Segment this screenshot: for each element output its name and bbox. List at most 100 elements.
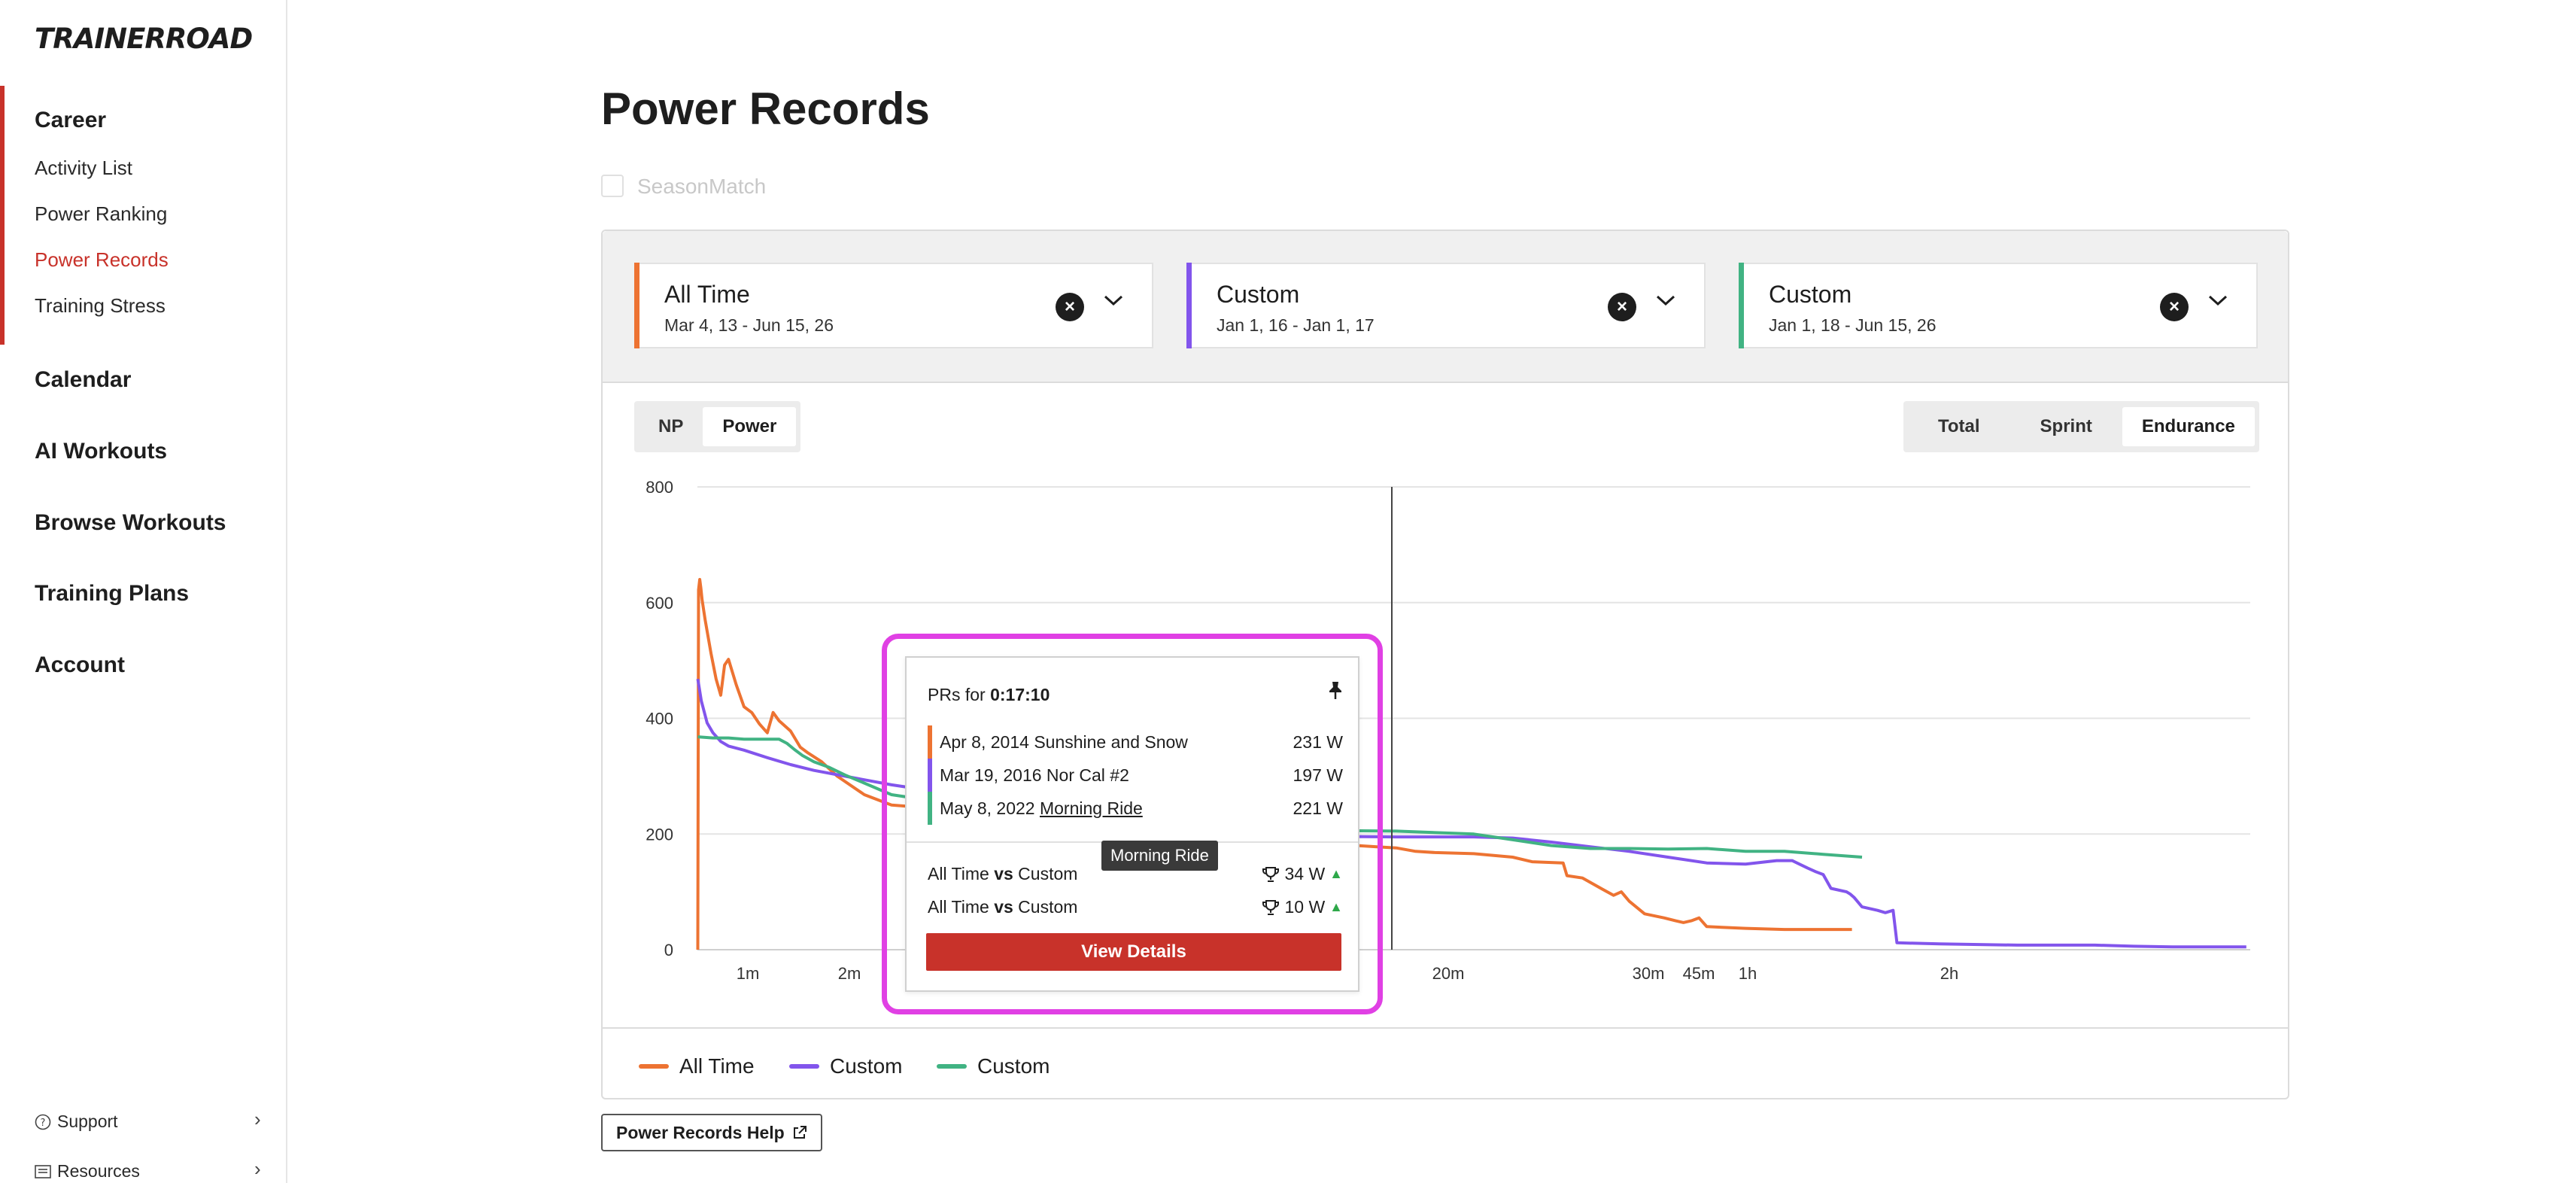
chevron-down-icon[interactable] [1104, 287, 1123, 312]
support-label: Support [57, 1112, 118, 1131]
nav-activity-list[interactable]: Activity List [35, 157, 133, 179]
legend-item-all-time[interactable]: All Time [639, 1054, 755, 1078]
clear-icon[interactable]: × [1056, 293, 1084, 321]
delta-value: 10 W [1284, 897, 1326, 917]
pr-color-bar [928, 792, 932, 825]
nav-browse-workouts[interactable]: Browse Workouts [35, 510, 226, 535]
nav-calendar[interactable]: Calendar [35, 367, 132, 392]
help-button-label: Power Records Help [616, 1123, 785, 1142]
view-details-button[interactable]: View Details [926, 933, 1341, 971]
y-tick-label: 200 [646, 825, 673, 844]
type-toggle: Total Sprint Endurance [1903, 401, 2259, 452]
toggle-power[interactable]: Power [703, 407, 797, 446]
pr-color-bar [928, 725, 932, 759]
range-selector-custom-2[interactable]: Custom Jan 1, 18 - Jun 15, 26 × [1739, 263, 2258, 348]
pr-row: Apr 8, 2014 Sunshine and Snow 231 W [928, 725, 1343, 759]
resources-chevron-icon[interactable]: › [254, 1157, 261, 1180]
power-records-help-button[interactable]: Power Records Help [601, 1114, 822, 1151]
tooltip-header: PRs for 0:17:10 [928, 685, 1050, 705]
legend-item-custom-1[interactable]: Custom [789, 1054, 902, 1078]
x-tick-label: 2m [838, 964, 861, 983]
y-tick-label: 600 [646, 594, 673, 613]
clear-icon[interactable]: × [2160, 293, 2189, 321]
toggle-endurance[interactable]: Endurance [2122, 407, 2255, 446]
range-dates: Mar 4, 13 - Jun 15, 26 [664, 315, 834, 335]
y-tick-label: 400 [646, 710, 673, 728]
pr-row: May 8, 2022 Morning Ride 221 W [928, 792, 1343, 825]
trainerroad-logo[interactable]: TRAINERROAD [35, 23, 253, 55]
nav-training-stress[interactable]: Training Stress [35, 294, 166, 317]
trophy-icon [1262, 899, 1280, 915]
chevron-down-icon[interactable] [2208, 287, 2228, 312]
sidebar: TRAINERROAD Career Activity List Power R… [0, 0, 287, 1183]
range-dates: Jan 1, 18 - Jun 15, 26 [1769, 315, 1937, 335]
comparison-vs: vs [994, 897, 1013, 917]
svg-text:?: ? [41, 1118, 46, 1129]
nav-account[interactable]: Account [35, 652, 125, 677]
legend-label: Custom [830, 1054, 903, 1078]
pr-date: Apr 8, 2014 [940, 732, 1029, 752]
pr-date: Mar 19, 2016 [940, 765, 1042, 785]
career-active-indicator [0, 86, 5, 345]
seasonmatch-label: SeasonMatch [637, 175, 767, 198]
question-circle-icon: ? [35, 1114, 51, 1130]
pr-workout-name: Nor Cal #2 [1046, 765, 1129, 785]
pr-value: 231 W [1293, 732, 1343, 752]
nav-power-ranking[interactable]: Power Ranking [35, 202, 168, 225]
pr-workout-link[interactable]: Morning Ride [1039, 798, 1143, 818]
legend-item-custom-2[interactable]: Custom [937, 1054, 1050, 1078]
power-curve-chart[interactable]: 0 200 400 600 800 1m 2m 20m 30m 45m 1h 2h [603, 231, 2288, 1029]
nav-support[interactable]: ? Support [35, 1112, 118, 1132]
x-tick-label: 20m [1432, 964, 1465, 983]
chevron-down-icon[interactable] [1656, 287, 1675, 312]
pr-tooltip[interactable]: PRs for 0:17:10 Apr 8, 2014 Sunshine and… [905, 656, 1359, 992]
pr-value: 221 W [1293, 798, 1343, 818]
pr-text: Apr 8, 2014 Sunshine and Snow [940, 732, 1188, 753]
y-tick-label: 800 [646, 478, 673, 497]
seasonmatch-checkbox[interactable] [601, 175, 624, 197]
x-tick-label: 2h [1940, 964, 1958, 983]
toggle-sprint[interactable]: Sprint [2040, 416, 2092, 436]
tooltip-time: 0:17:10 [990, 685, 1050, 704]
power-records-panel: All Time Mar 4, 13 - Jun 15, 26 × Custom… [601, 230, 2289, 1099]
comparison-label: All Time vs Custom [928, 897, 1077, 917]
up-triangle-icon: ▲ [1329, 899, 1343, 914]
nav-training-plans[interactable]: Training Plans [35, 581, 190, 606]
x-tick-label: 1h [1739, 964, 1757, 983]
resources-label: Resources [57, 1161, 140, 1181]
range-color-accent [1186, 263, 1192, 348]
pr-value: 197 W [1293, 765, 1343, 785]
pin-icon[interactable] [1326, 680, 1344, 705]
comparison-a: All Time [928, 897, 989, 917]
comparison-label: All Time vs Custom [928, 864, 1077, 884]
range-selector-custom-1[interactable]: Custom Jan 1, 16 - Jan 1, 17 × [1186, 263, 1706, 348]
x-tick-label: 30m [1633, 964, 1665, 983]
page-title: Power Records [601, 84, 930, 134]
pr-text: May 8, 2022 Morning Ride [940, 798, 1143, 819]
range-selector-bar: All Time Mar 4, 13 - Jun 15, 26 × Custom… [603, 231, 2288, 383]
trophy-icon [1262, 866, 1280, 882]
nav-ai-workouts[interactable]: AI Workouts [35, 439, 168, 464]
pr-workout-name: Sunshine and Snow [1034, 732, 1188, 752]
toggle-total[interactable]: Total [1938, 416, 1980, 436]
metric-toggle: NP Power [634, 401, 801, 452]
up-triangle-icon: ▲ [1329, 866, 1343, 881]
chart-legend: All Time Custom Custom [603, 1027, 2288, 1099]
comparison-b: Custom [1018, 897, 1078, 917]
nav-power-records[interactable]: Power Records [35, 248, 169, 271]
x-tick-label: 45m [1683, 964, 1715, 983]
toggle-np[interactable]: NP [658, 416, 684, 436]
range-name: All Time [664, 281, 750, 308]
support-chevron-icon[interactable]: › [254, 1108, 261, 1130]
range-selector-all-time[interactable]: All Time Mar 4, 13 - Jun 15, 26 × [634, 263, 1153, 348]
pr-row: Mar 19, 2016 Nor Cal #2 197 W [928, 759, 1343, 792]
nav-career[interactable]: Career [35, 108, 107, 132]
clear-icon[interactable]: × [1608, 293, 1636, 321]
legend-swatch [937, 1064, 967, 1069]
legend-label: All Time [679, 1054, 755, 1078]
delta-value: 34 W [1284, 864, 1326, 883]
comparison-b: Custom [1018, 864, 1078, 883]
range-color-accent [1739, 263, 1744, 348]
nav-resources[interactable]: Resources [35, 1161, 140, 1181]
range-name: Custom [1769, 281, 1852, 308]
